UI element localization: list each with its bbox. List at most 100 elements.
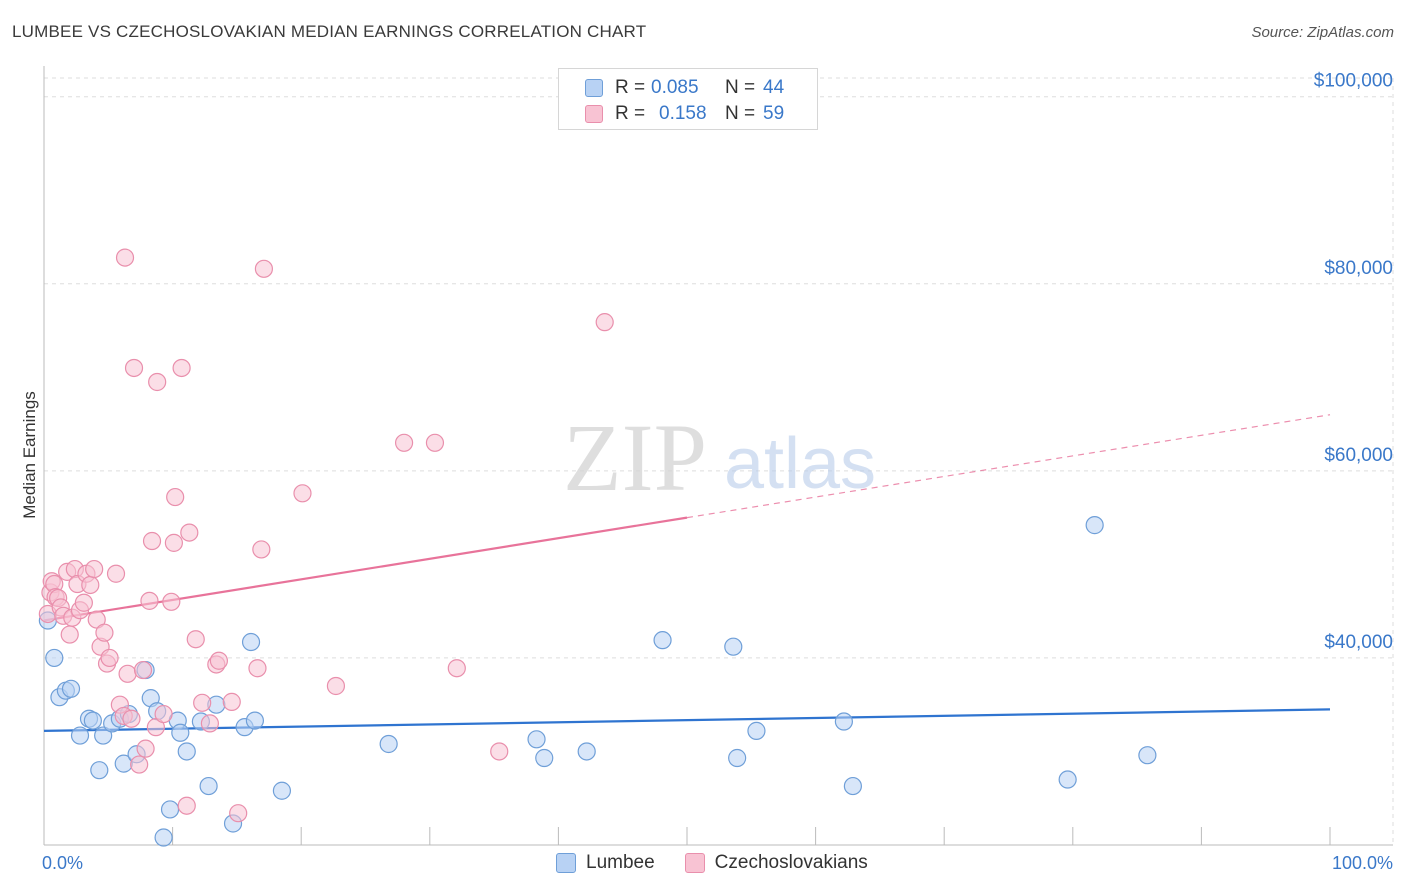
czech-point	[252, 540, 271, 559]
czech-point	[148, 372, 167, 392]
x-tick-label-max: 100.0%	[1332, 853, 1393, 873]
lumbee-point	[577, 742, 596, 761]
legend-item-czechoslovakians: Czechoslovakians	[684, 852, 868, 874]
czech-point	[164, 533, 183, 552]
lumbee-legend-label: Lumbee	[586, 852, 655, 873]
lumbee-point	[1138, 746, 1157, 765]
lumbee-point	[70, 726, 90, 745]
lumbee-swatch	[585, 79, 603, 97]
czech-point	[95, 623, 114, 642]
lumbee-point	[171, 723, 190, 742]
lumbee-point	[45, 648, 64, 668]
czech-point	[106, 564, 126, 583]
legend-r-label: R =	[615, 77, 646, 98]
lumbee-point	[747, 721, 766, 740]
czech-point	[166, 487, 185, 507]
czech-point	[326, 676, 346, 696]
lumbee-point	[160, 800, 180, 819]
y-tick-label: $100,000	[1314, 71, 1393, 92]
legend-item-lumbee: Lumbee	[556, 852, 655, 874]
czech-point	[162, 592, 181, 611]
lumbee-point	[177, 742, 196, 761]
czech-point	[118, 664, 137, 683]
y-tick-label: $80,000	[1324, 258, 1393, 279]
legend-n-value: 59	[763, 103, 785, 124]
lumbee-point	[653, 631, 672, 650]
legend-n-label: N =	[725, 77, 756, 98]
czech-legend-swatch	[684, 853, 705, 873]
x-tick-label-min: 0.0%	[42, 853, 83, 873]
czech-point	[293, 484, 312, 503]
lumbee-point	[724, 637, 743, 656]
czech-point	[595, 313, 614, 332]
lumbee-point	[834, 712, 853, 731]
czech-point	[177, 796, 196, 815]
correlation-legend: R = 0.085 N = 44 R = 0.158 N = 59	[558, 68, 818, 130]
czech-point	[74, 593, 93, 612]
lumbee-point	[1058, 770, 1077, 789]
czech-point	[81, 575, 100, 595]
lumbee-point	[843, 776, 862, 796]
series-legend: Lumbee Czechoslovakians	[556, 852, 898, 874]
czech-point	[209, 651, 228, 670]
legend-row-czechoslovakians: R = 0.158 N = 59	[585, 103, 784, 125]
czech-point	[490, 742, 509, 761]
lumbee-point	[535, 748, 554, 768]
czech-point	[172, 358, 191, 378]
czech-point	[180, 523, 199, 542]
lumbee-point	[94, 726, 113, 745]
czech-trend-line	[43, 516, 688, 622]
legend-r-label: R =	[615, 103, 646, 124]
legend-row-lumbee: R = 0.085 N = 44	[585, 77, 784, 99]
source-label: Source: ZipAtlas.com	[1251, 24, 1394, 41]
legend-r-value: 0.158	[659, 103, 707, 124]
lumbee-point	[245, 711, 265, 730]
lumbee-point	[272, 781, 292, 800]
czech-point	[254, 259, 274, 278]
czech-point	[142, 531, 162, 551]
czech-point	[447, 659, 466, 678]
y-axis-label: Median Earnings	[20, 391, 39, 519]
czech-trend-line-dashed	[686, 414, 1331, 519]
y-tick-label: $60,000	[1324, 445, 1393, 466]
lumbee-point	[199, 776, 218, 796]
watermark-zip: ZIP	[563, 404, 707, 511]
lumbee-point	[83, 711, 102, 730]
lumbee-point	[527, 730, 546, 749]
czech-point	[394, 433, 414, 452]
czech-point	[115, 248, 135, 267]
czech-point	[154, 704, 173, 724]
czech-point	[140, 591, 159, 610]
czech-swatch	[585, 105, 603, 123]
watermark-atlas: atlas	[724, 424, 876, 504]
chart-title: LUMBEE VS CZECHOSLOVAKIAN MEDIAN EARNING…	[12, 22, 647, 41]
axis-labels: Median Earnings 0.0% 100.0% $40,000 $60,0…	[20, 71, 1393, 873]
czech-point	[60, 625, 79, 644]
czech-point	[222, 692, 241, 711]
czech-point	[100, 648, 119, 668]
watermark: ZIP atlas	[563, 404, 876, 511]
czech-point	[122, 709, 141, 728]
czech-point	[124, 358, 144, 378]
czech-point	[200, 714, 219, 733]
czech-point	[193, 693, 212, 712]
legend-n-value: 44	[763, 77, 785, 98]
lumbee-point	[61, 679, 81, 698]
lumbee-point	[90, 761, 109, 780]
czech-point	[133, 660, 153, 680]
lumbee-point	[1085, 516, 1104, 535]
legend-n-label: N =	[725, 103, 756, 124]
lumbee-point	[154, 828, 173, 847]
y-tick-label: $40,000	[1324, 632, 1393, 653]
czech-point	[136, 739, 155, 758]
czech-legend-label: Czechoslovakians	[714, 852, 868, 873]
lumbee-point	[728, 748, 747, 768]
axes	[43, 66, 1393, 846]
data-points	[38, 248, 1157, 847]
czech-point	[248, 659, 267, 678]
lumbee-legend-swatch	[556, 853, 576, 873]
czech-point	[186, 630, 205, 649]
czech-point	[425, 433, 445, 452]
lumbee-point	[379, 734, 398, 754]
